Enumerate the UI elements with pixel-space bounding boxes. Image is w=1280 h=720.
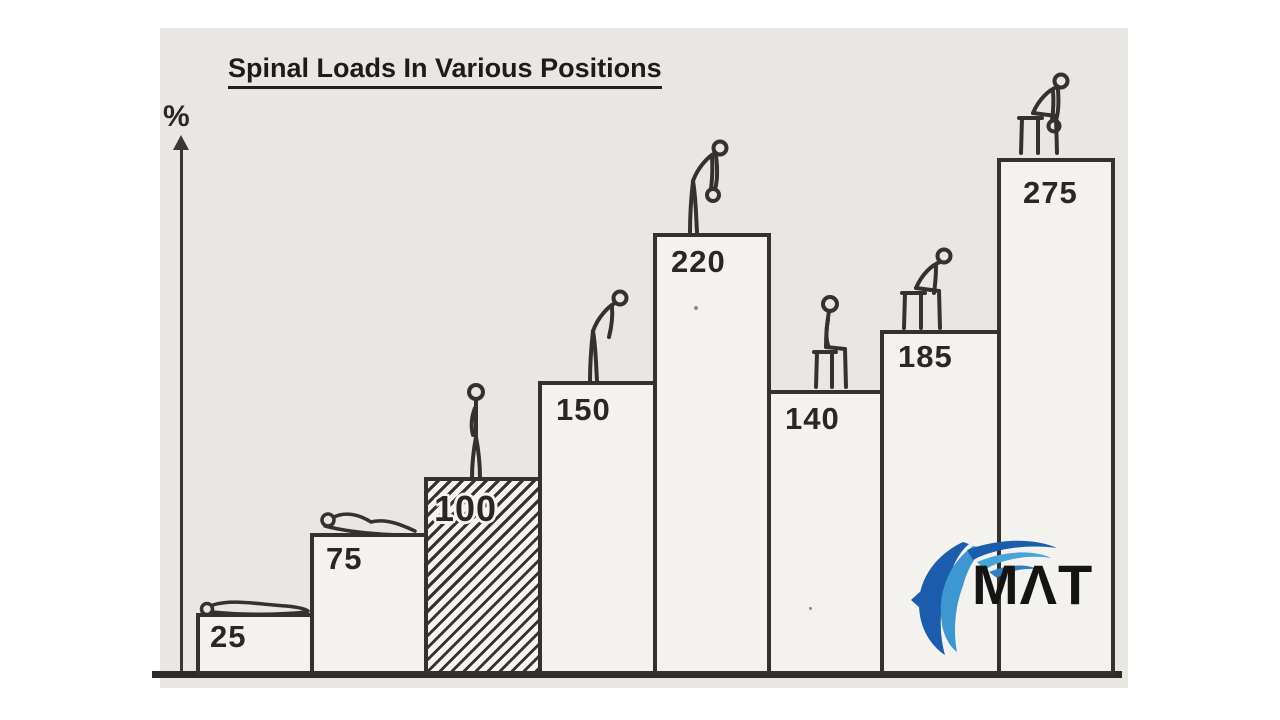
y-axis-line (180, 149, 183, 673)
scan-speck (809, 607, 812, 610)
bar-value-label: 185 (898, 339, 953, 374)
figure-sitting-bent-weight-icon (1017, 72, 1070, 155)
figure-sitting-icon (812, 295, 848, 389)
bar-value-label: 140 (785, 401, 840, 436)
bar-275: 275 (997, 158, 1115, 675)
chart-title: Spinal Loads In Various Positions (228, 53, 662, 89)
figure-standing-bent-weight-icon (688, 139, 729, 234)
logo-text: MΛT (972, 553, 1094, 616)
figure-standing-icon (467, 383, 485, 480)
bar-value-label: 75 (326, 541, 363, 576)
bar-75: 75 (310, 533, 428, 675)
bar-value-label: 150 (556, 392, 611, 427)
y-axis-arrow-icon (173, 135, 189, 150)
figure-sitting-bent-icon (900, 247, 953, 330)
bar-value-label: 100 (434, 488, 498, 529)
figure-lying-side-icon (320, 512, 417, 537)
bar-100: 100 (424, 477, 542, 675)
bar-value-label: 275 (1023, 175, 1078, 210)
figure-standing-bent-icon (588, 289, 629, 383)
bar-value-label: 220 (671, 244, 726, 279)
y-axis-label: % (163, 100, 190, 133)
bar-value-label: 25 (210, 619, 247, 654)
bar-220: 220 (653, 233, 771, 675)
logo-swoosh-icon (911, 540, 1057, 655)
figure-lying-supine-icon (199, 600, 310, 617)
scan-speck (694, 306, 698, 310)
bar-25: 25 (196, 613, 314, 675)
bar-150: 150 (538, 381, 657, 675)
bar-140: 140 (767, 390, 884, 675)
